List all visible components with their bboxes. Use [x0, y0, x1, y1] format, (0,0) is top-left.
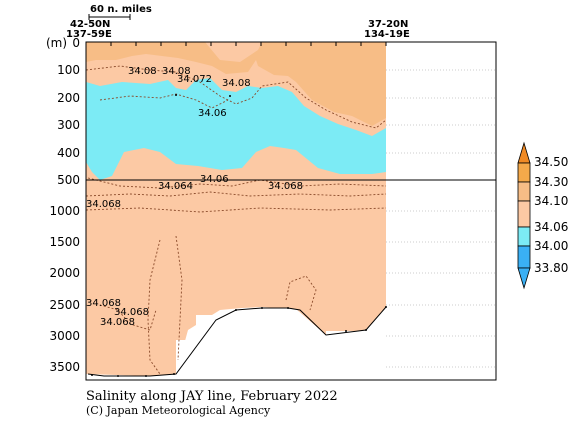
y-axis-upper: 0 100 200 300 400 500 [57, 36, 80, 187]
colorbar-segment [517, 200, 531, 228]
colorbar-top-arrow [517, 141, 531, 164]
y-tick-label: 0 [72, 36, 80, 50]
y-tick-label: 3000 [49, 329, 80, 343]
grid [386, 69, 496, 368]
y-tick-label: 3500 [49, 360, 80, 374]
station-right-lat: 37-20N [368, 19, 408, 30]
chart-title: Salinity along JAY line, February 2022 [86, 389, 338, 404]
contour-label: 34.064 [158, 181, 193, 192]
colorbar-label: 34.50 [534, 155, 568, 169]
contour-label: 34.068 [268, 181, 303, 192]
band-34-10-surface [86, 42, 386, 126]
y-axis-lower: 1000 1500 2000 2500 3000 3500 [49, 204, 80, 374]
colorbar-segment [517, 245, 531, 269]
colorbar: 34.50 34.30 34.10 34.06 34.00 33.80 [517, 141, 568, 290]
contour-label: 34.08 [222, 78, 251, 89]
station-left-lon: 137-59E [66, 29, 112, 40]
colorbar-bottom-arrow [517, 267, 531, 290]
y-tick-label: 500 [57, 173, 80, 187]
station-markers [91, 94, 387, 377]
contour-label: 34.06 [198, 108, 227, 119]
deep-water [86, 180, 386, 376]
contour-label: 34.072 [177, 74, 212, 85]
y-tick-label: 2000 [49, 266, 80, 280]
y-tick-label: 2500 [49, 298, 80, 312]
colorbar-segment [517, 162, 531, 183]
contour-label: 34.068 [86, 298, 121, 309]
y-tick-label: 400 [57, 146, 80, 160]
station-right-lon: 134-19E [364, 29, 410, 40]
colorbar-label: 34.06 [534, 220, 568, 234]
contour-label: 34.08 [162, 66, 191, 77]
colorbar-label: 34.30 [534, 175, 568, 189]
y-axis-unit: (m) [46, 36, 67, 50]
y-tick-label: 300 [57, 118, 80, 132]
plot-frame [85, 41, 497, 381]
station-left-lat: 42-50N [70, 19, 110, 30]
chart-credit: (C) Japan Meteorological Agency [86, 404, 271, 417]
y-tick-label: 1000 [49, 204, 80, 218]
colorbar-label: 34.00 [534, 239, 568, 253]
contour-label: 34.068 [100, 317, 135, 328]
band-34-00-34-06 [86, 78, 386, 180]
y-tick-label: 100 [57, 63, 80, 77]
contour-label: 34.068 [86, 199, 121, 210]
y-tick-label: 200 [57, 91, 80, 105]
salinity-field [86, 42, 386, 380]
scale-label: 60 n. miles [90, 4, 152, 15]
colorbar-segment [517, 226, 531, 247]
colorbar-label: 34.10 [534, 194, 568, 208]
colorbar-label: 33.80 [534, 261, 568, 275]
contour-label: 34.08 [128, 66, 157, 77]
y-tick-label: 1500 [49, 235, 80, 249]
colorbar-segment [517, 181, 531, 202]
contour-label: 34.068 [114, 307, 149, 318]
